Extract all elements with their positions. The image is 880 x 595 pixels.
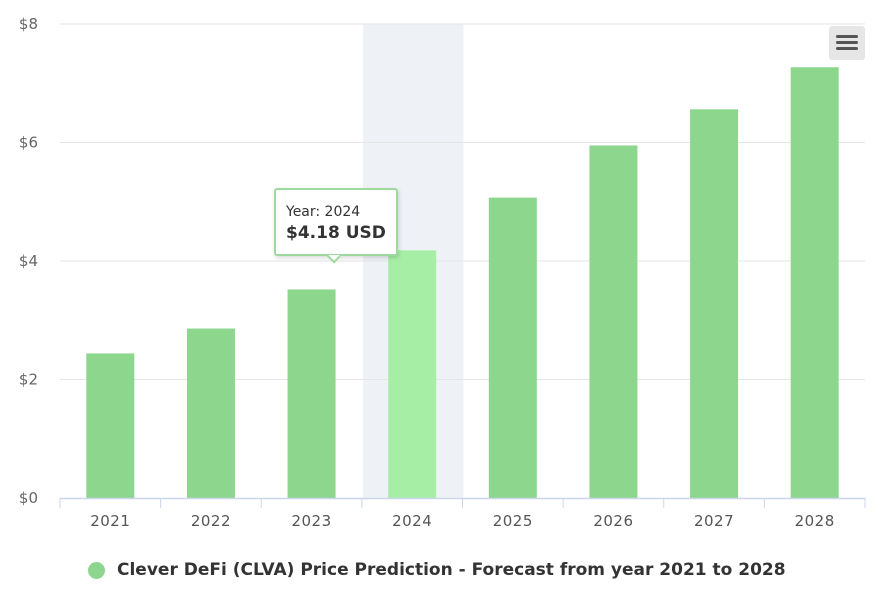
- y-tick-label: $2: [19, 371, 38, 389]
- bar-2021: [86, 353, 135, 498]
- x-tick-label: 2022: [191, 512, 231, 530]
- bar-2026: [589, 145, 638, 498]
- legend[interactable]: Clever DeFi (CLVA) Price Prediction - Fo…: [88, 558, 786, 582]
- x-tick-label: 2021: [90, 512, 130, 530]
- bar-2027: [690, 109, 739, 498]
- x-tick-label: 2028: [795, 512, 835, 530]
- y-axis: $0 $2 $4 $6 $8: [19, 15, 38, 507]
- bars: [86, 67, 839, 499]
- x-tick-label: 2026: [593, 512, 633, 530]
- chart-menu-button[interactable]: [829, 26, 865, 60]
- hamburger-menu-icon: [836, 47, 858, 50]
- tooltip-value: $4.18 USD: [286, 223, 386, 243]
- y-tick-label: $8: [19, 15, 38, 33]
- chart-tooltip: Year: 2024 $4.18 USD: [274, 188, 398, 256]
- tooltip-pointer: [326, 255, 340, 269]
- x-tick-label: 2027: [694, 512, 734, 530]
- hamburger-menu-icon: [836, 35, 858, 38]
- y-tick-label: $4: [19, 252, 38, 270]
- x-tick-label: 2024: [392, 512, 432, 530]
- x-tick-label: 2023: [291, 512, 331, 530]
- tooltip-year: Year: 2024: [286, 204, 361, 220]
- bar-2025: [488, 197, 537, 499]
- x-tick-label: 2025: [493, 512, 533, 530]
- y-tick-label: $6: [19, 134, 38, 152]
- hamburger-menu-icon: [836, 41, 858, 44]
- x-axis: 2021 2022 2023 2024 2025 2026 2027 2028: [59, 497, 866, 530]
- legend-label: Clever DeFi (CLVA) Price Prediction - Fo…: [117, 560, 786, 580]
- bar-2024: [388, 250, 437, 498]
- bar-2023: [287, 289, 336, 498]
- bar-2022: [186, 328, 235, 498]
- y-tick-label: $0: [19, 489, 38, 507]
- bar-2028: [790, 67, 839, 498]
- legend-marker: [88, 561, 105, 579]
